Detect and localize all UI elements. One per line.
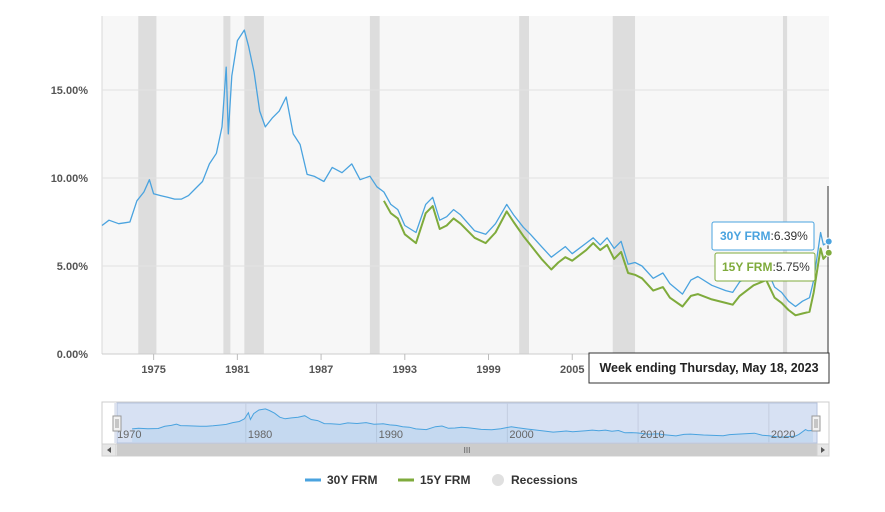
scrollbar-thumb[interactable] <box>117 444 817 456</box>
navigator-label-5: 2020 <box>771 429 795 441</box>
tooltip-30y: 30Y FRM:6.39% <box>711 221 815 251</box>
plot-area: 0.00%5.00%10.00%15.00% 1975 1981 1987 1993 1… <box>51 16 833 376</box>
recession-band-6 <box>782 16 788 354</box>
legend-item-30y[interactable]: 30Y FRM <box>305 473 377 487</box>
tooltip-30y-colon: : <box>770 229 773 243</box>
y-gridlines <box>102 89 829 355</box>
legend: 30Y FRM 15Y FRM Recessions <box>305 473 578 487</box>
series-line-30y <box>101 29 830 308</box>
x-tick-label-3: 1993 <box>393 364 417 376</box>
tooltip-15y-text: 15Y FRM:5.75% <box>722 260 810 274</box>
recession-band-4 <box>519 16 529 354</box>
recession-band-3 <box>369 16 380 354</box>
tooltip-15y: 15Y FRM:5.75% <box>714 252 816 282</box>
y-tick-label-3: 15.00% <box>51 85 89 97</box>
y-tick-label-0: 0.00% <box>57 349 88 361</box>
scrollbar-grip: III <box>464 446 471 455</box>
tooltip-date-box <box>588 352 830 384</box>
legend-item-recessions[interactable]: Recessions <box>492 473 578 487</box>
navigator-label-3: 2000 <box>509 429 533 441</box>
recession-band-1 <box>223 16 231 354</box>
y-tick-label-2: 10.00% <box>51 173 89 185</box>
y-axis-labels: 0.00% 5.00% 10.00% 15.00% <box>51 85 89 361</box>
navigator-left-handle[interactable] <box>112 415 122 432</box>
tooltip-15y-value: 5.75% <box>776 260 810 274</box>
navigator-left-handle-box[interactable] <box>112 415 122 432</box>
x-tick-label-4: 1999 <box>476 364 500 376</box>
legend-recessions-dot-icon <box>492 474 504 486</box>
recession-band-5 <box>612 16 636 354</box>
navigator[interactable]: 1970 1980 1990 2000 2010 2020 <box>101 401 830 445</box>
navigator-right-handle[interactable] <box>811 415 821 432</box>
hover-marker-15y <box>824 248 833 257</box>
x-tick-label-1: 1981 <box>225 364 249 376</box>
series-line-15y <box>383 200 830 317</box>
scrollbar-left-arrow-icon <box>107 447 111 453</box>
navigator-label-2: 1990 <box>379 429 403 441</box>
x-tick-label-0: 1975 <box>141 364 165 376</box>
recession-band-2 <box>244 16 264 354</box>
tooltip-15y-name: 15Y FRM <box>722 260 772 274</box>
tooltip-30y-text: 30Y FRM:6.39% <box>720 229 808 243</box>
scrollbar-right-arrow-icon <box>821 447 825 453</box>
navigator-label-1: 1980 <box>248 429 272 441</box>
y-tick-label-1: 5.00% <box>57 261 88 273</box>
legend-15y-label: 15Y FRM <box>420 473 470 487</box>
hover-marker-30y <box>824 237 833 246</box>
tooltip-15y-box <box>714 252 816 282</box>
tooltip-15y-colon: : <box>772 260 775 274</box>
x-tick-label-2: 1987 <box>309 364 333 376</box>
navigator-label-4: 2010 <box>640 429 664 441</box>
plot-background <box>102 16 829 354</box>
scrollbar[interactable]: III <box>101 443 830 457</box>
legend-30y-label: 30Y FRM <box>327 473 377 487</box>
tooltip-30y-name: 30Y FRM <box>720 229 770 243</box>
navigator-series-line <box>132 408 814 438</box>
legend-item-15y[interactable]: 15Y FRM <box>398 473 470 487</box>
tooltip-date-text: Week ending Thursday, May 18, 2023 <box>599 361 818 375</box>
tooltip-date: Week ending Thursday, May 18, 2023 <box>588 352 830 384</box>
series-lines <box>101 29 830 317</box>
tooltip-30y-box <box>711 221 815 251</box>
legend-recessions-label: Recessions <box>511 473 578 487</box>
navigator-series <box>132 408 814 442</box>
navigator-label-0: 1970 <box>117 429 141 441</box>
tooltip-30y-value: 6.39% <box>774 229 808 243</box>
x-axis-ticks: 1975 1981 1987 1993 1999 2005 <box>141 354 584 376</box>
navigator-labels: 1970 1980 1990 2000 2010 2020 <box>117 429 795 441</box>
x-tick-label-5: 2005 <box>560 364 584 376</box>
navigator-right-handle-box[interactable] <box>811 415 821 432</box>
hover-markers <box>824 237 833 257</box>
